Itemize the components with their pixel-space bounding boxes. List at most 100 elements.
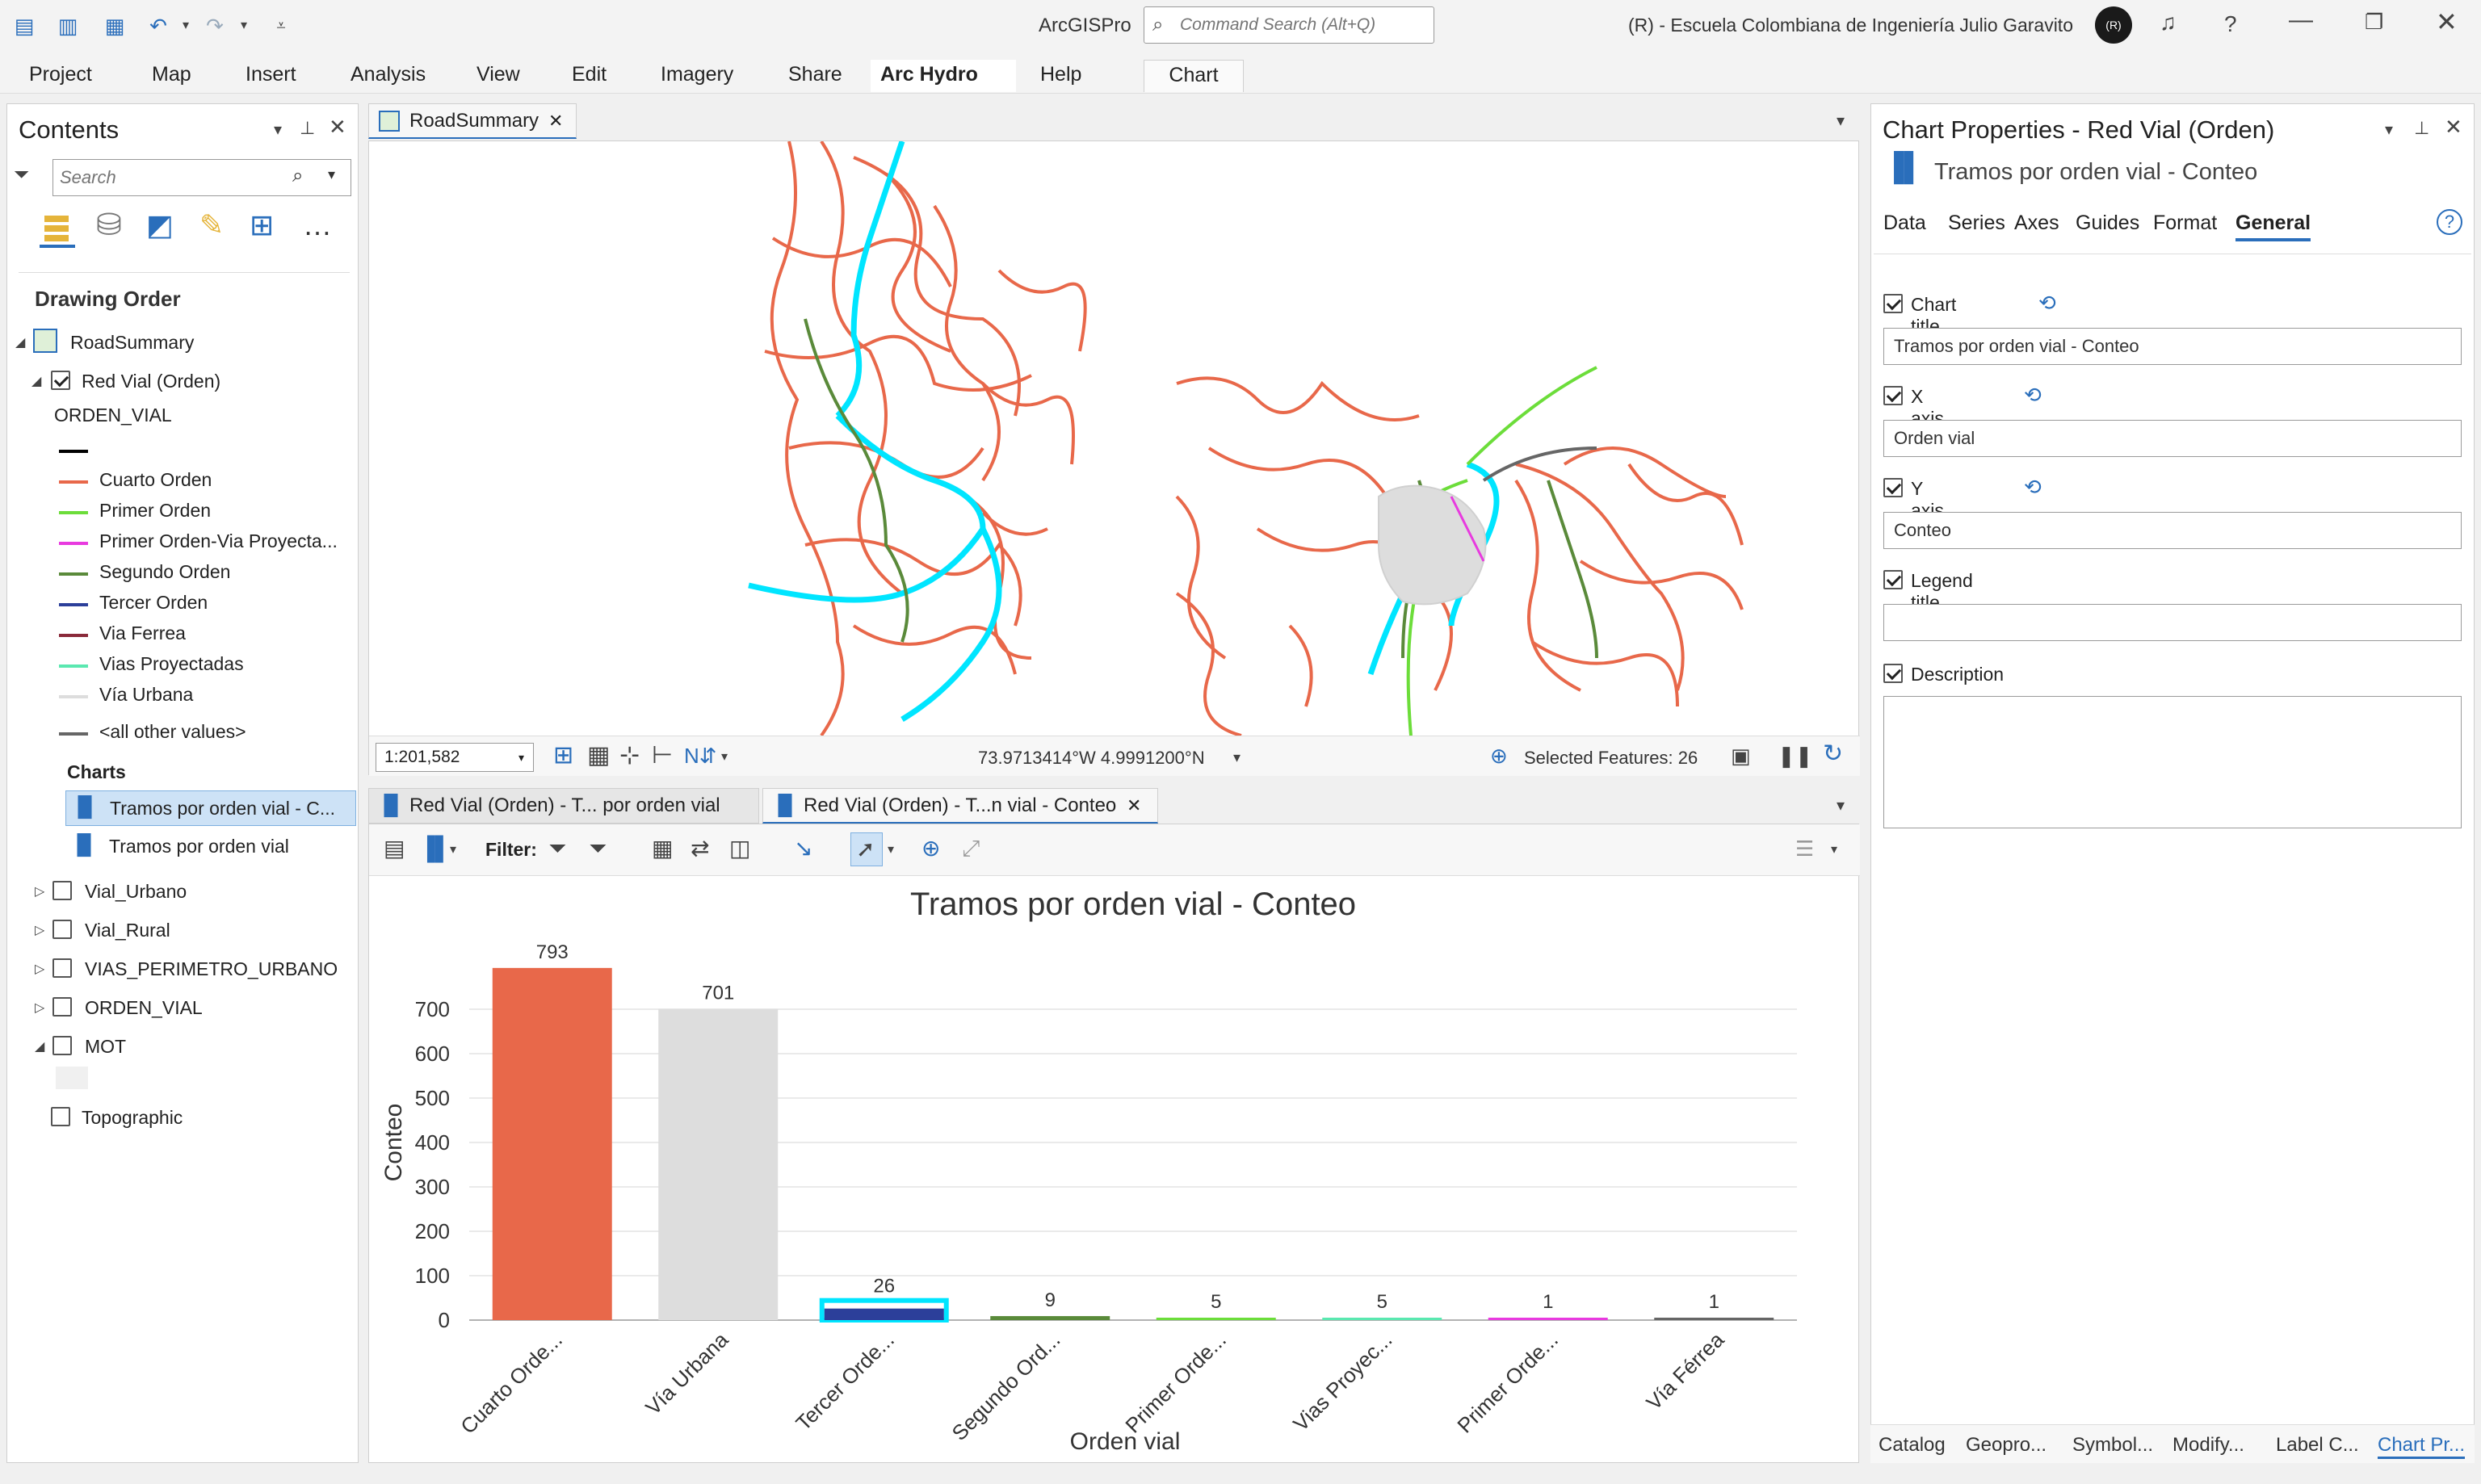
legend-label[interactable]: Vias Proyectadas xyxy=(99,653,244,674)
tab-roadsummary[interactable]: RoadSummary ✕ xyxy=(368,103,577,139)
reset-icon[interactable]: ⟲ xyxy=(2038,291,2056,315)
tab-help[interactable]: Help xyxy=(1040,63,1082,86)
tab-guides[interactable]: Guides xyxy=(2076,212,2140,234)
notifications-icon[interactable]: ♫ xyxy=(2160,10,2177,35)
layer-checkbox[interactable] xyxy=(52,881,72,900)
description-checkbox[interactable] xyxy=(1883,664,1903,683)
expand-layer-icon[interactable]: ▷ xyxy=(35,885,45,899)
pin-icon[interactable]: ⊥ xyxy=(2414,118,2430,138)
list-by-drawing-order-icon[interactable] xyxy=(40,212,75,248)
tab-chart-1[interactable]: ▐▌ Red Vial (Orden) - T... por orden via… xyxy=(368,788,759,824)
zoom-in-icon[interactable]: ⊕ xyxy=(921,836,941,861)
more-options-icon[interactable]: … xyxy=(303,208,332,241)
chevron-down-icon[interactable]: ▾ xyxy=(1837,112,1845,130)
tab-data[interactable]: Data xyxy=(1883,212,1926,234)
close-icon[interactable]: ✕ xyxy=(2436,7,2458,36)
field-input[interactable] xyxy=(1883,604,2462,641)
constraint-icon[interactable]: ⊢ xyxy=(652,742,674,769)
tab-analysis[interactable]: Analysis xyxy=(351,63,426,86)
bar-chart[interactable]: Tramos por orden vial - Conteo 0 100 200 300… xyxy=(369,876,1860,1462)
close-tab-icon[interactable]: ✕ xyxy=(1127,795,1142,815)
chart-properties-icon[interactable]: ▤ xyxy=(384,836,405,861)
filter-selection-icon[interactable]: ⏷ xyxy=(589,836,607,861)
fixed-zoom-icon[interactable]: ⊞ xyxy=(553,742,574,769)
north-arrow-icon[interactable]: N⇵ xyxy=(684,744,717,768)
pane-options-icon[interactable]: ▾ xyxy=(274,121,283,139)
legend-label[interactable]: Primer Orden-Via Proyecta... xyxy=(99,530,338,551)
command-search-input[interactable] xyxy=(1180,12,1422,38)
reset-icon[interactable]: ⟲ xyxy=(2024,475,2042,499)
tab-project[interactable]: Project xyxy=(29,63,92,86)
tab-label-class[interactable]: Label C... xyxy=(2276,1434,2359,1456)
list-by-snapping-icon[interactable]: ⊞ xyxy=(250,208,275,241)
map-view[interactable]: 1:201,582 ▾ ⊞ ▦ ⊹ ⊢ N⇵ ▾ 73.9713414°W 4.… xyxy=(368,140,1860,776)
command-search[interactable]: ⌕ xyxy=(1144,6,1434,44)
switch-selection-icon[interactable]: ⇄ xyxy=(691,836,710,861)
basemap-name[interactable]: Topographic xyxy=(82,1107,183,1128)
layer-name[interactable]: Vial_Urbano xyxy=(85,881,187,902)
save-icon[interactable]: ▦ xyxy=(104,14,125,38)
zoom-selected-icon[interactable]: ▣ xyxy=(1731,744,1751,768)
layer-name[interactable]: VIAS_PERIMETRO_URBANO xyxy=(85,958,338,979)
filter-icon[interactable]: ⏷ xyxy=(14,164,30,186)
field-checkbox[interactable] xyxy=(1883,294,1903,313)
field-input[interactable]: Tramos por orden vial - Conteo xyxy=(1883,328,2462,365)
layer-visibility-checkbox[interactable] xyxy=(51,371,70,390)
tab-insert[interactable]: Insert xyxy=(246,63,296,86)
clear-selection-icon[interactable]: ◫ xyxy=(729,836,751,861)
table-icon[interactable]: ▦ xyxy=(652,836,674,861)
chevron-down-icon[interactable]: ▾ xyxy=(1837,797,1845,815)
sort-icon[interactable]: ↘ xyxy=(794,836,813,861)
list-by-selection-icon[interactable]: ◩ xyxy=(146,208,174,241)
tab-share[interactable]: Share xyxy=(788,63,842,86)
layer-name[interactable]: ORDEN_VIAL xyxy=(85,997,203,1018)
legend-label[interactable]: <all other values> xyxy=(99,721,246,742)
tab-chart[interactable]: Chart xyxy=(1144,60,1244,92)
close-tab-icon[interactable]: ✕ xyxy=(548,111,564,131)
help-icon[interactable]: ? xyxy=(2437,209,2462,235)
layer-name[interactable]: Red Vial (Orden) xyxy=(82,371,221,392)
layer-name[interactable]: Vial_Rural xyxy=(85,920,170,941)
expand-layer-icon[interactable]: ▷ xyxy=(35,924,45,937)
field-checkbox[interactable] xyxy=(1883,570,1903,589)
pause-icon[interactable]: ❚❚ xyxy=(1778,744,1813,768)
field-input[interactable]: Conteo xyxy=(1883,512,2462,549)
tab-symbology[interactable]: Symbol... xyxy=(2072,1434,2154,1456)
reset-icon[interactable]: ⟲ xyxy=(2024,383,2042,407)
collapse-layer-icon[interactable]: ◢ xyxy=(31,375,42,388)
legend-label[interactable]: Cuarto Orden xyxy=(99,469,212,490)
minimize-icon[interactable]: — xyxy=(2289,6,2313,33)
close-pane-icon[interactable]: ✕ xyxy=(329,115,346,139)
refresh-icon[interactable]: ↻ xyxy=(1823,740,1844,767)
customize-toolbar-icon[interactable]: ⩡ xyxy=(276,17,286,35)
list-by-source-icon[interactable]: ⛁ xyxy=(96,208,122,242)
chevron-down-icon[interactable]: ▾ xyxy=(450,843,457,857)
contents-search[interactable]: ⌕ ▾ xyxy=(52,159,351,196)
layer-checkbox[interactable] xyxy=(52,920,72,939)
pin-icon[interactable]: ⊥ xyxy=(300,118,316,138)
legend-label[interactable]: Vía Urbana xyxy=(99,684,194,705)
legend-label[interactable]: Primer Orden xyxy=(99,500,212,521)
redo-icon[interactable]: ↷ xyxy=(206,14,224,38)
tab-view[interactable]: View xyxy=(476,63,520,86)
pane-options-icon[interactable]: ▾ xyxy=(2385,121,2394,139)
field-checkbox[interactable] xyxy=(1883,478,1903,497)
legend-label[interactable]: Segundo Orden xyxy=(99,561,231,582)
description-textarea[interactable] xyxy=(1883,696,2462,828)
grid-icon[interactable]: ▦ xyxy=(587,742,611,769)
collapse-map-icon[interactable]: ◢ xyxy=(15,336,26,350)
chevron-down-icon[interactable]: ▾ xyxy=(328,166,336,182)
tab-chart-2[interactable]: ▐▌ Red Vial (Orden) - T...n vial - Conte… xyxy=(762,788,1158,824)
full-extent-icon[interactable]: ⤢ xyxy=(962,836,980,861)
tab-axes[interactable]: Axes xyxy=(2014,212,2059,234)
layer-name[interactable]: MOT xyxy=(85,1036,127,1057)
chart-item-selected[interactable]: ▐▌ Tramos por orden vial - C... xyxy=(65,790,356,826)
layer-checkbox[interactable] xyxy=(52,997,72,1017)
legend-label[interactable]: Via Ferrea xyxy=(99,623,186,643)
new-project-icon[interactable]: ▤ xyxy=(14,14,35,38)
chevron-down-icon[interactable]: ▾ xyxy=(1233,749,1241,765)
help-icon[interactable]: ? xyxy=(2224,11,2237,36)
map-canvas[interactable] xyxy=(369,141,1860,736)
avatar[interactable]: (R) xyxy=(2095,6,2132,44)
snapping-icon[interactable]: ⊹ xyxy=(619,742,640,769)
